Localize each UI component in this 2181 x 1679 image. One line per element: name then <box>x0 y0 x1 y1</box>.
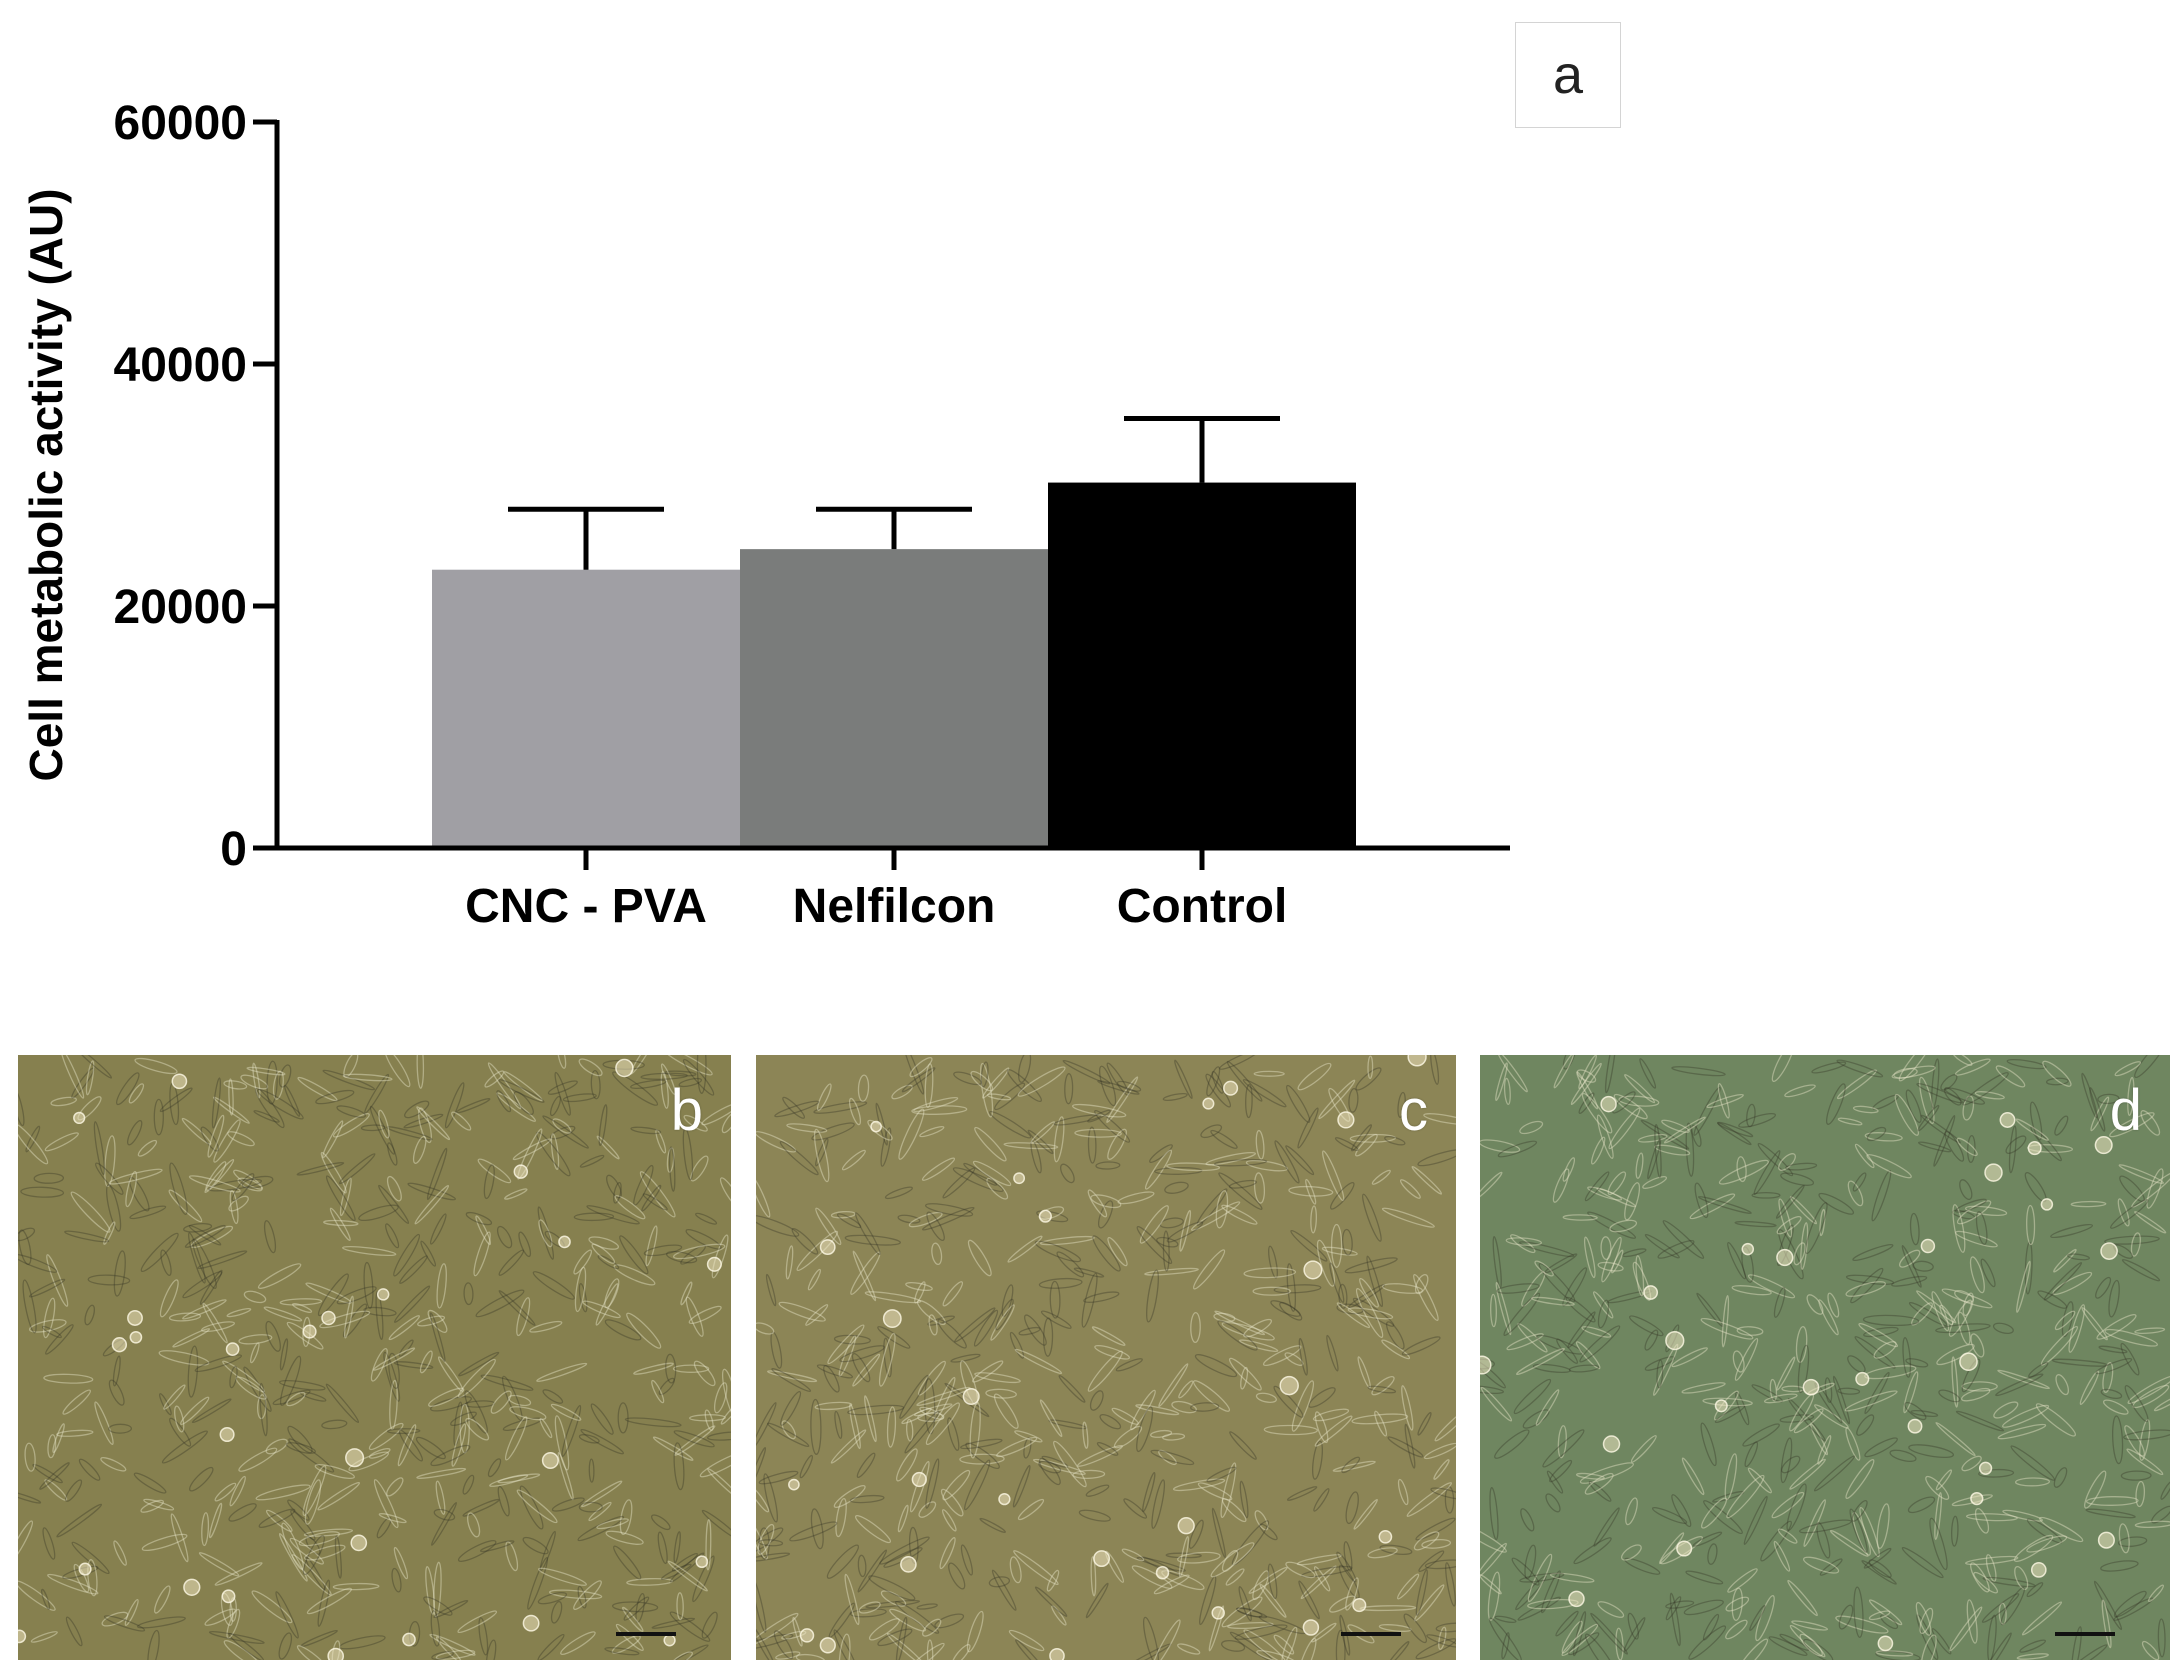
y-axis-title: Cell metabolic activity (AU) <box>20 188 72 781</box>
panel-a-label-box: a <box>1515 22 1621 128</box>
x-tick-label-0: CNC - PVA <box>465 880 707 933</box>
y-tick-label-3: 60000 <box>114 97 247 150</box>
micrograph-c-label: c <box>1399 1078 1428 1143</box>
y-tick-label-2: 40000 <box>114 339 247 392</box>
y-tick-label-0: 0 <box>220 823 247 876</box>
micrograph-b-label: b <box>670 1078 703 1143</box>
micrograph-d-image <box>1480 1055 2170 1660</box>
micrograph-c-image <box>756 1055 1456 1660</box>
y-tick-label-1: 20000 <box>114 581 247 634</box>
bar-chart: CNC - PVA Nelfilcon Control 0 20000 40000 6000… <box>20 97 1510 933</box>
micrograph-b: b <box>18 1055 731 1660</box>
micrograph-d: d <box>1480 1055 2170 1660</box>
micrograph-b-image <box>18 1055 731 1660</box>
panel-a-label: a <box>1552 45 1584 105</box>
x-tick-label-2: Control <box>1117 880 1288 933</box>
micrograph-d-label: d <box>2109 1078 2142 1143</box>
bar-0 <box>432 569 740 848</box>
bar-2 <box>1048 482 1356 848</box>
x-tick-label-1: Nelfilcon <box>793 880 996 933</box>
micrograph-c: c <box>756 1055 1456 1660</box>
bar-1 <box>740 549 1048 848</box>
